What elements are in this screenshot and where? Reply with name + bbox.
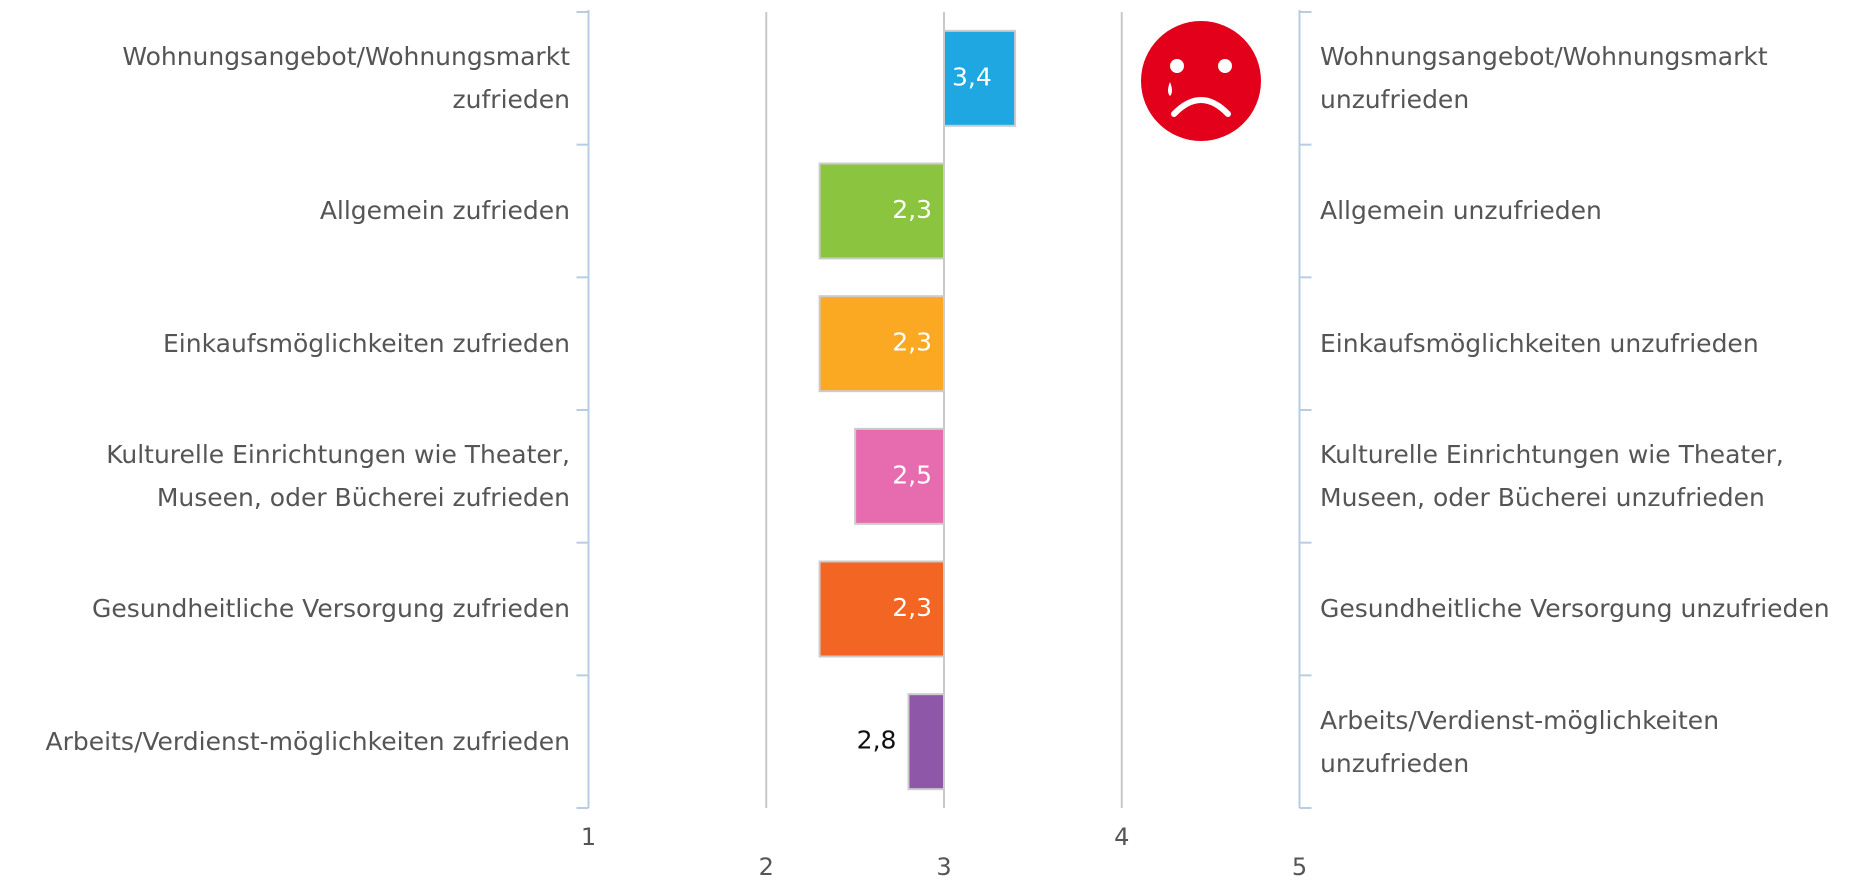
x-tick-label: 2: [759, 853, 774, 881]
bar: [818, 295, 946, 393]
bar: [854, 427, 945, 525]
category-label: Einkaufsmöglichkeiten zufrieden: [163, 329, 570, 359]
value-label: 2,8: [857, 726, 897, 755]
value-label: 2,3: [892, 328, 932, 357]
x-tick-label: 5: [1292, 853, 1307, 881]
value-label: 2,3: [892, 195, 932, 224]
value-label: 3,4: [952, 62, 992, 91]
value-label: 2,5: [892, 460, 932, 489]
category-label: Gesundheitliche Versorgung zufrieden: [92, 594, 570, 624]
category-label-right: Einkaufsmöglichkeiten unzufrieden: [1320, 329, 1759, 359]
bar: [818, 560, 946, 658]
category-label: Wohnungsangebot/Wohnungsmarkt zufrieden: [122, 42, 570, 115]
x-tick-label: 3: [936, 853, 951, 881]
category-label-right: Arbeits/Verdienst-möglichkeiten unzufrie…: [1320, 705, 1720, 778]
category-label: Arbeits/Verdienst-möglichkeiten zufriede…: [45, 727, 570, 757]
category-label-right: Allgemein unzufrieden: [1320, 196, 1602, 226]
value-label: 2,3: [892, 593, 932, 622]
x-tick-label: 4: [1114, 823, 1129, 851]
category-label: Kulturelle Einrichtungen wie Theater, Mu…: [106, 440, 570, 513]
category-label: Allgemein zufrieden: [319, 196, 570, 226]
bar: [907, 693, 946, 791]
category-label-right: Wohnungsangebot/Wohnungsmarkt unzufriede…: [1320, 42, 1768, 115]
sad-face-icon: [1141, 21, 1261, 141]
category-label-right: Kulturelle Einrichtungen wie Theater, Mu…: [1320, 440, 1784, 513]
category-label-right: Gesundheitliche Versorgung unzufrieden: [1320, 594, 1830, 624]
bar: [818, 162, 946, 260]
x-tick-label: 1: [581, 823, 596, 851]
bar: [943, 29, 1017, 127]
